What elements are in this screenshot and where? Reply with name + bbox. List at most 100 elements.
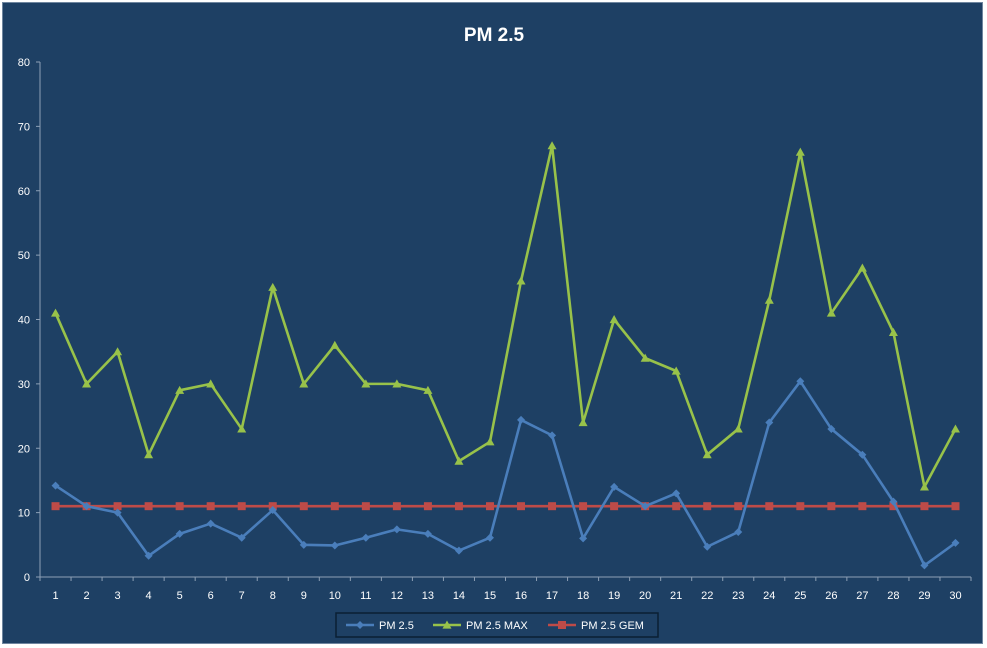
x-tick-label: 3	[115, 590, 121, 602]
x-tick-label: 26	[825, 590, 837, 602]
data-point-pm-2-5-max	[454, 456, 464, 465]
data-point-pm-2-5	[548, 431, 557, 440]
data-point-pm-2-5-max	[950, 424, 960, 433]
data-point-pm-2-5-gem	[796, 502, 805, 511]
series-line-pm-2-5	[54, 379, 957, 567]
x-tick-label: 16	[515, 590, 527, 602]
data-point-pm-2-5-max	[51, 308, 61, 317]
data-point-pm-2-5	[392, 525, 401, 534]
y-tick-label: 80	[18, 57, 30, 69]
data-point-pm-2-5-gem	[951, 502, 960, 511]
data-point-pm-2-5-max	[764, 295, 774, 304]
x-tick-label: 17	[546, 590, 558, 602]
data-point-pm-2-5	[920, 561, 929, 570]
data-point-pm-2-5	[237, 533, 246, 542]
x-tick-label: 25	[794, 590, 806, 602]
data-point-pm-2-5	[703, 542, 712, 551]
x-tick-label: 27	[856, 590, 868, 602]
x-tick-label: 28	[887, 590, 899, 602]
x-tick-label: 8	[270, 590, 276, 602]
data-point-pm-2-5-gem	[703, 502, 712, 511]
x-tick-label: 11	[360, 590, 371, 602]
data-point-pm-2-5-gem	[734, 502, 743, 511]
data-point-pm-2-5	[858, 450, 867, 459]
data-point-pm-2-5-gem	[113, 502, 122, 511]
y-tick-label: 10	[18, 508, 30, 520]
data-point-pm-2-5	[672, 489, 681, 498]
data-point-pm-2-5	[796, 377, 805, 386]
data-point-pm-2-5-max	[702, 450, 712, 459]
data-point-pm-2-5	[175, 529, 184, 538]
data-point-pm-2-5-max	[361, 379, 371, 388]
data-point-pm-2-5-gem	[858, 502, 867, 511]
data-point-pm-2-5-gem	[175, 502, 184, 511]
data-point-pm-2-5	[889, 497, 898, 506]
x-tick-label: 5	[177, 590, 183, 602]
data-point-pm-2-5-max	[423, 385, 433, 394]
data-point-pm-2-5-max	[640, 353, 650, 362]
data-point-pm-2-5-gem	[454, 502, 463, 511]
data-point-pm-2-5-max	[268, 282, 278, 291]
x-tick-label: 22	[701, 590, 713, 602]
legend: PM 2.5 PM 2.5 MAX PM 2.5 GEM	[335, 612, 659, 638]
data-point-pm-2-5	[361, 533, 370, 542]
data-point-pm-2-5	[423, 529, 432, 538]
data-point-pm-2-5	[268, 506, 277, 515]
data-point-pm-2-5-max	[82, 379, 92, 388]
data-point-pm-2-5-gem	[330, 502, 339, 511]
data-point-pm-2-5-gem	[827, 502, 836, 511]
data-point-pm-2-5-gem	[206, 502, 215, 511]
data-point-pm-2-5-max	[113, 347, 123, 356]
data-point-pm-2-5-max	[206, 379, 216, 388]
x-tick-label: 7	[239, 590, 245, 602]
y-tick-label: 50	[18, 250, 30, 262]
y-tick-label: 20	[18, 443, 30, 455]
data-point-pm-2-5-max	[516, 276, 526, 285]
data-point-pm-2-5-gem	[920, 502, 929, 511]
legend-marker-pm-2-5-max	[442, 620, 452, 629]
legend-marker-pm-2-5-gem	[558, 621, 566, 629]
x-tick-label: 23	[732, 590, 744, 602]
data-point-pm-2-5-gem	[672, 502, 681, 511]
series-line-pm-2-5-max	[54, 144, 957, 489]
y-tick-label: 30	[18, 379, 30, 391]
data-point-pm-2-5	[579, 534, 588, 543]
data-point-pm-2-5-max	[547, 141, 557, 150]
data-point-pm-2-5-max	[733, 424, 743, 433]
data-point-pm-2-5	[82, 502, 91, 511]
data-point-pm-2-5-max	[330, 340, 340, 349]
data-point-pm-2-5-gem	[423, 502, 432, 511]
x-tick-label: 19	[608, 590, 620, 602]
data-point-pm-2-5-gem	[392, 502, 401, 511]
data-point-pm-2-5-max	[175, 385, 185, 394]
data-point-pm-2-5-gem	[548, 502, 557, 511]
legend-marker-pm-2-5	[356, 621, 364, 629]
data-point-pm-2-5	[51, 481, 60, 490]
x-tick-label: 10	[329, 590, 341, 602]
x-tick-label: 14	[453, 590, 465, 602]
data-point-pm-2-5-gem	[765, 502, 774, 511]
data-point-pm-2-5	[951, 538, 960, 547]
x-tick-label: 4	[146, 590, 152, 602]
data-point-pm-2-5	[113, 508, 122, 517]
plot-area	[51, 141, 960, 570]
data-point-pm-2-5	[610, 482, 619, 491]
data-point-pm-2-5-max	[237, 424, 247, 433]
x-tick-label: 6	[208, 590, 214, 602]
y-tick-label: 60	[18, 186, 30, 198]
chart-title: PM 2.5	[464, 25, 525, 46]
x-tick-label: 12	[391, 590, 403, 602]
data-point-pm-2-5-max	[795, 147, 805, 156]
data-point-pm-2-5-gem	[51, 502, 60, 511]
data-point-pm-2-5	[765, 418, 774, 427]
data-point-pm-2-5-gem	[485, 502, 494, 511]
data-point-pm-2-5-max	[299, 379, 309, 388]
data-point-pm-2-5	[827, 424, 836, 433]
data-point-pm-2-5	[517, 415, 526, 424]
data-point-pm-2-5-max	[144, 450, 154, 459]
data-point-pm-2-5-gem	[610, 502, 619, 511]
y-tick-label: 0	[24, 572, 30, 584]
